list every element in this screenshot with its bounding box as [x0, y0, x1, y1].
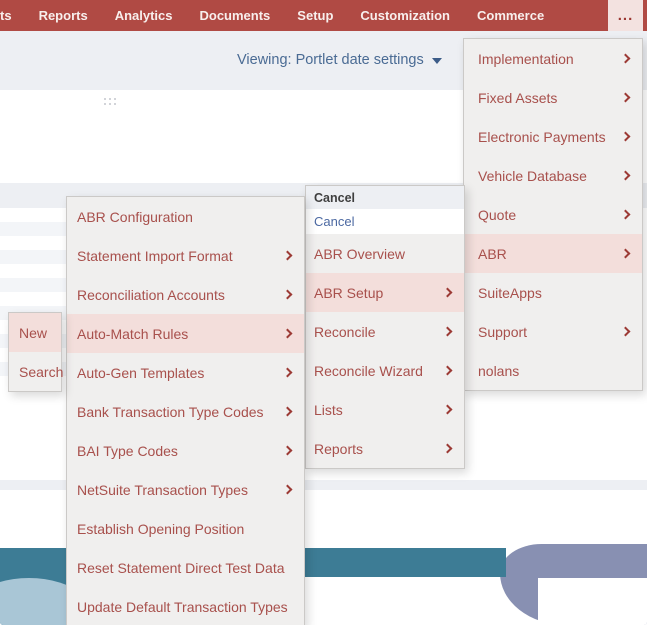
auto-match-rules-submenu: New Search: [8, 312, 64, 392]
abr-setup-menu-item-reset-statement-direct-test-data[interactable]: Reset Statement Direct Test Data: [77, 559, 285, 576]
viewing-selector-label: Viewing: Portlet date settings: [237, 52, 424, 68]
commerce-menu-item-implementation[interactable]: Implementation: [464, 39, 642, 78]
abr-setup-menu-item-abr-configuration[interactable]: ABR Configuration: [77, 208, 193, 225]
table-row: [0, 222, 66, 236]
abr-menu-item-abr-setup[interactable]: ABR Setup: [306, 273, 464, 312]
nav-items: ts Reports Analytics Documents Setup Customiz…: [0, 0, 647, 31]
submenu-arrow-icon: [282, 367, 293, 378]
abr-menu-item-lists[interactable]: Lists: [306, 390, 464, 429]
chevron-down-icon: [431, 58, 442, 64]
abr-submenu-items: ABR Overview ABR Setup Reconcile Reconci…: [306, 234, 464, 468]
commerce-menu-item-vehicle-database[interactable]: Vehicle Database: [464, 156, 642, 195]
commerce-menu-item-fixed-assets[interactable]: Fixed Assets: [464, 78, 642, 117]
nav-tab-setup[interactable]: Setup: [297, 8, 334, 23]
submenu-arrow-icon: [442, 443, 453, 454]
menu-header-cancel: Cancel: [306, 186, 464, 209]
abr-setup-menu-item-bai-type-codes[interactable]: BAI Type Codes: [67, 431, 304, 470]
nav-tab-ts[interactable]: ts: [0, 8, 12, 23]
nav-tab-reports[interactable]: Reports: [38, 8, 88, 23]
abr-menu-item-abr-overview[interactable]: ABR Overview: [314, 245, 406, 262]
submenu-arrow-icon: [282, 406, 293, 417]
submenu-arrow-icon: [442, 287, 453, 298]
submenu-arrow-icon: [282, 250, 293, 261]
abr-setup-menu-item-netsuite-transaction-types[interactable]: NetSuite Transaction Types: [67, 470, 304, 509]
abr-setup-menu-item-auto-gen-templates[interactable]: Auto-Gen Templates: [67, 353, 304, 392]
abr-setup-menu-item-reconciliation-accounts[interactable]: Reconciliation Accounts: [67, 275, 304, 314]
nav-tab-documents[interactable]: Documents: [199, 8, 271, 23]
commerce-menu-item-suiteapps[interactable]: SuiteApps: [478, 284, 542, 301]
submenu-arrow-icon: [442, 365, 453, 376]
abr-submenu: Cancel Cancel ABR Overview ABR Setup Rec…: [305, 185, 465, 469]
auto-match-menu-item-new[interactable]: New: [9, 313, 61, 352]
abr-setup-menu-item-update-default-transaction-types[interactable]: Update Default Transaction Types: [77, 598, 288, 615]
portlet-drag-handle-icon[interactable]: [104, 98, 116, 105]
nav-tab-analytics[interactable]: Analytics: [114, 8, 173, 23]
submenu-arrow-icon: [620, 326, 631, 337]
top-navbar: ts Reports Analytics Documents Setup Customiz…: [0, 0, 647, 31]
commerce-menu-item-abr[interactable]: ABR: [464, 234, 642, 273]
auto-match-menu-item-search[interactable]: Search: [19, 363, 64, 380]
submenu-arrow-icon: [442, 326, 453, 337]
submenu-arrow-icon: [620, 53, 631, 64]
submenu-arrow-icon: [620, 131, 631, 142]
submenu-arrow-icon: [620, 248, 631, 259]
submenu-arrow-icon: [620, 209, 631, 220]
submenu-arrow-icon: [620, 170, 631, 181]
nav-tab-customization[interactable]: Customization: [360, 8, 450, 23]
table-row: [0, 208, 66, 222]
commerce-menu-item-nolans[interactable]: nolans: [478, 362, 520, 379]
submenu-arrow-icon: [282, 328, 293, 339]
banner-white-card: [538, 578, 647, 625]
abr-setup-menu-item-bank-transaction-type-codes[interactable]: Bank Transaction Type Codes: [67, 392, 304, 431]
nav-overflow-tab[interactable]: ...: [608, 0, 643, 31]
abr-setup-submenu: ABR Configuration Statement Import Forma…: [66, 196, 305, 625]
cancel-link[interactable]: Cancel: [306, 209, 464, 234]
viewing-selector[interactable]: Viewing: Portlet date settings: [237, 52, 442, 68]
commerce-menu-item-quote[interactable]: Quote: [464, 195, 642, 234]
submenu-arrow-icon: [282, 484, 293, 495]
table-row: [0, 264, 66, 278]
abr-menu-item-reconcile-wizard[interactable]: Reconcile Wizard: [306, 351, 464, 390]
abr-menu-item-reports[interactable]: Reports: [306, 429, 464, 468]
table-row: [0, 250, 66, 264]
commerce-menu-item-support[interactable]: Support: [464, 312, 642, 351]
abr-setup-menu-item-statement-import-format[interactable]: Statement Import Format: [67, 236, 304, 275]
portlet-gap: [0, 480, 647, 490]
submenu-arrow-icon: [282, 289, 293, 300]
commerce-dropdown-menu: Implementation Fixed Assets Electronic P…: [463, 38, 643, 391]
nav-tab-commerce[interactable]: Commerce: [476, 8, 545, 23]
abr-setup-menu-item-auto-match-rules[interactable]: Auto-Match Rules: [67, 314, 304, 353]
abr-setup-menu-item-establish-opening-position[interactable]: Establish Opening Position: [77, 520, 245, 537]
submenu-arrow-icon: [620, 92, 631, 103]
abr-menu-item-reconcile[interactable]: Reconcile: [306, 312, 464, 351]
submenu-arrow-icon: [282, 445, 293, 456]
commerce-menu-item-electronic-payments[interactable]: Electronic Payments: [464, 117, 642, 156]
table-row: [0, 292, 66, 306]
submenu-arrow-icon: [442, 404, 453, 415]
table-row: [0, 236, 66, 250]
table-row: [0, 278, 66, 292]
